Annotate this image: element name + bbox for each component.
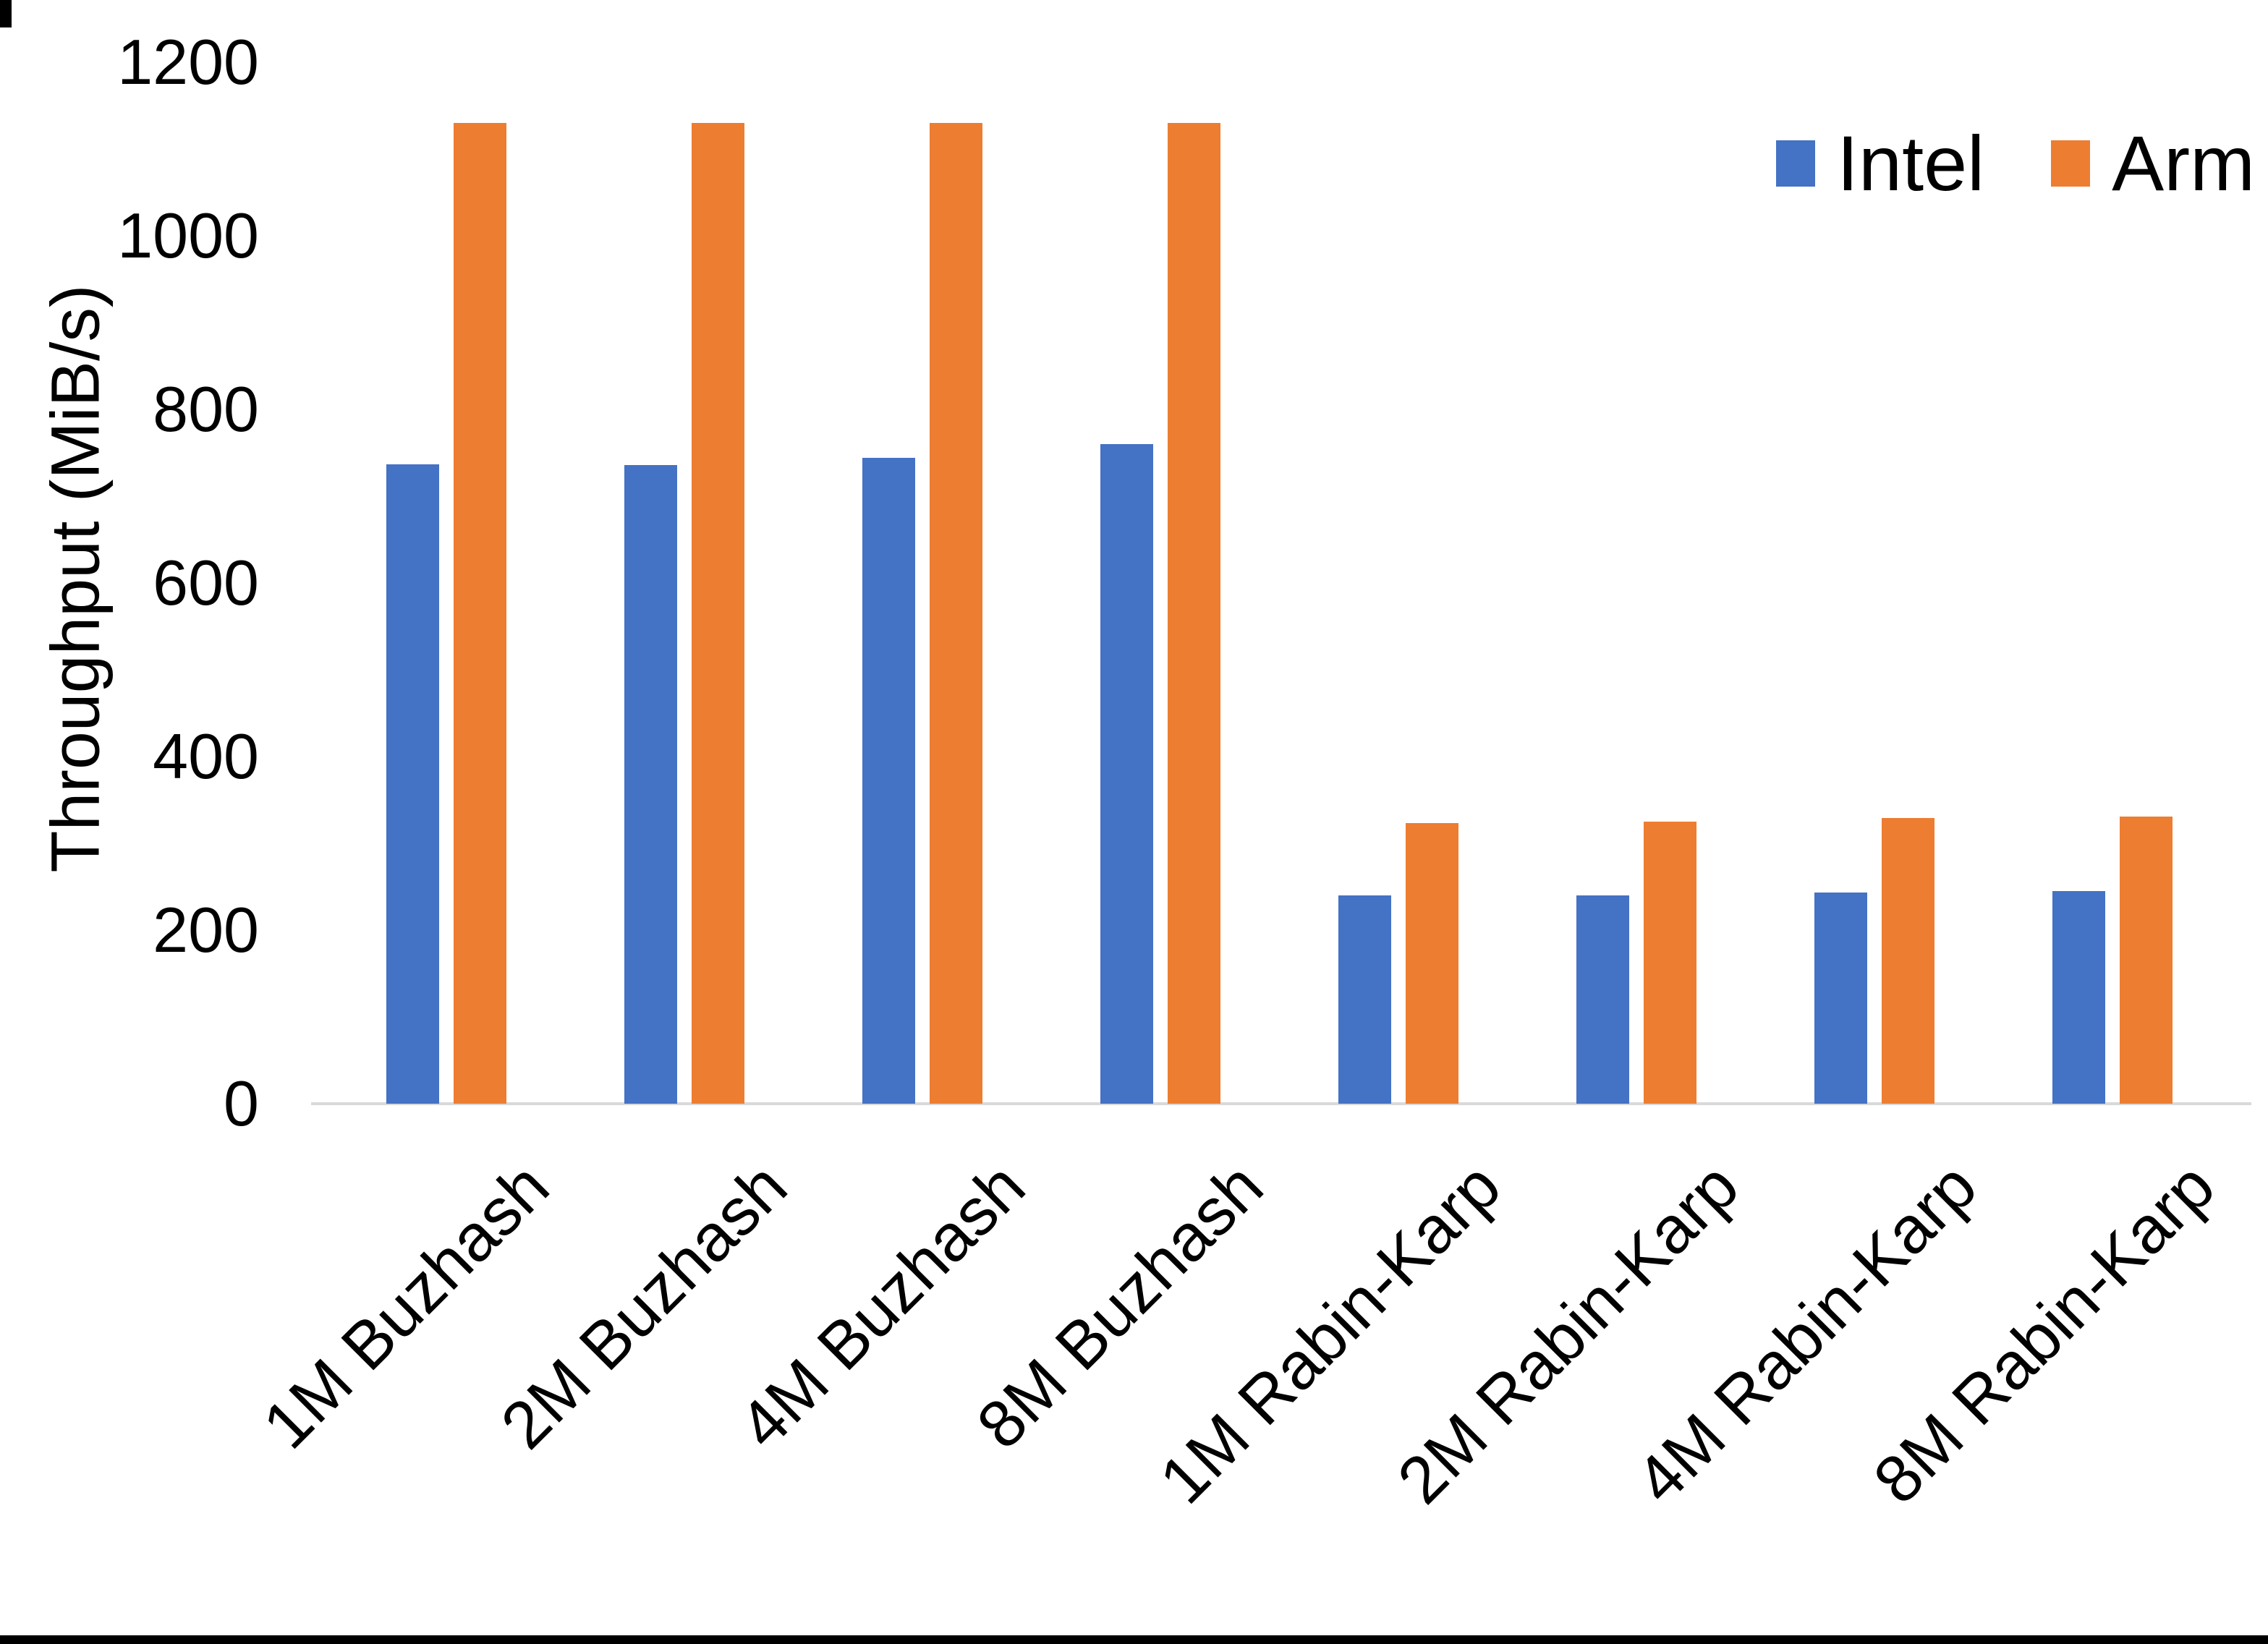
bar-intel-8m-rabin-karp — [2052, 891, 2105, 1104]
bar-arm-4m-buzhash — [930, 123, 982, 1104]
y-tick-label: 400 — [153, 720, 259, 792]
bar-intel-1m-buzhash — [386, 464, 439, 1104]
screenshot-corner-mark — [0, 0, 12, 27]
legend-swatch-arm-icon — [2051, 140, 2091, 187]
bar-intel-1m-rabin-karp — [1338, 895, 1391, 1104]
bar-intel-2m-rabin-karp — [1576, 895, 1629, 1104]
bar-arm-8m-buzhash — [1168, 123, 1220, 1104]
bar-arm-1m-rabin-karp — [1406, 823, 1458, 1104]
legend-label-arm: Arm — [2112, 119, 2256, 207]
screenshot-bottom-border — [0, 1635, 2268, 1644]
legend-label-intel: Intel — [1837, 119, 1985, 207]
x-axis-line — [311, 1102, 2251, 1105]
y-tick-label: 800 — [153, 373, 259, 445]
y-tick-label: 1000 — [117, 200, 259, 271]
bar-intel-2m-buzhash — [624, 464, 677, 1104]
legend: Intel Arm — [1776, 124, 2255, 203]
y-tick-label: 600 — [153, 547, 259, 618]
legend-item-intel: Intel — [1776, 124, 1984, 203]
bar-arm-2m-rabin-karp — [1644, 822, 1696, 1104]
bar-intel-8m-buzhash — [1100, 444, 1153, 1104]
legend-item-arm: Arm — [2051, 124, 2255, 203]
legend-swatch-intel-icon — [1776, 140, 1815, 187]
bar-arm-8m-rabin-karp — [2120, 816, 2173, 1104]
bar-arm-1m-buzhash — [454, 123, 506, 1104]
y-tick-label: 200 — [153, 894, 259, 966]
bar-arm-2m-buzhash — [692, 123, 744, 1104]
bar-intel-4m-buzhash — [862, 458, 915, 1104]
bar-intel-4m-rabin-karp — [1814, 893, 1867, 1104]
y-tick-label: 0 — [224, 1068, 259, 1139]
bar-arm-4m-rabin-karp — [1882, 818, 1934, 1104]
y-tick-label: 1200 — [117, 26, 259, 98]
